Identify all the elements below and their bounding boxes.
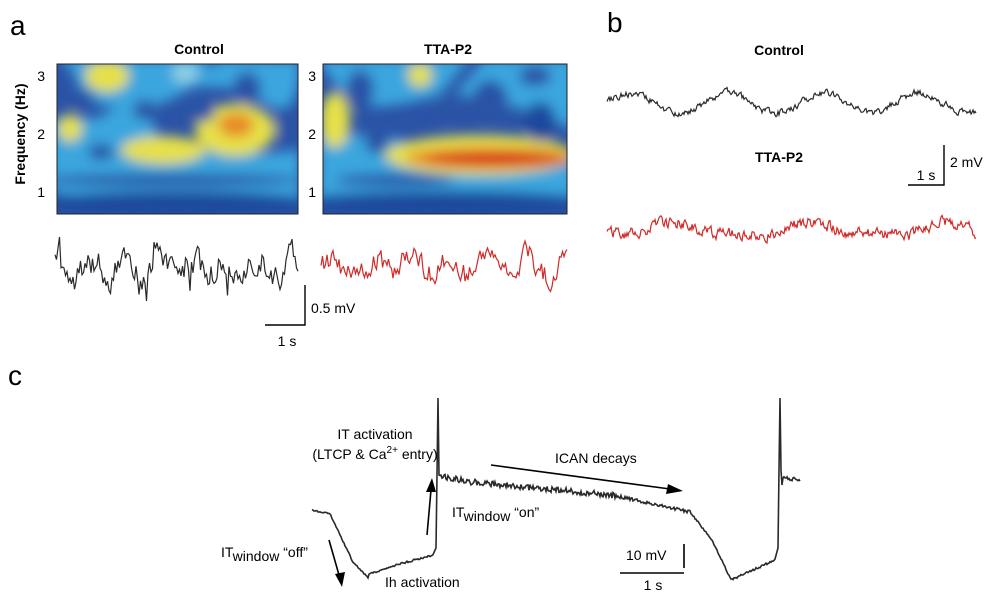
y-tick-2-left: 2: [37, 126, 45, 142]
annotation-itwindow-off-pre: IT: [221, 544, 234, 560]
arrow-ican-decays: [490, 464, 683, 494]
annotation-itwindow-on-post: “on”: [510, 504, 539, 520]
annotation-itwindow-off-sub: window: [232, 548, 281, 564]
panel-b-drug-label: TTA-P2: [755, 149, 803, 165]
annotation-itwindow-on-pre: IT: [452, 504, 465, 520]
annotation-itwindow-on-sub: window: [463, 508, 512, 524]
annotation-ican-decays: ICAN decays: [555, 450, 637, 466]
annotation-itwindow-off-post: “off”: [279, 544, 308, 560]
scalebar-a-time: 1 s: [278, 333, 297, 349]
panel-letter-b: b: [607, 7, 623, 38]
arrow-itwindow-off: [328, 539, 345, 587]
scalebar-c-voltage: 10 mV: [626, 547, 667, 563]
panel-letter-c: c: [8, 360, 22, 391]
scalebar-b-time: 1 s: [917, 167, 936, 183]
spectrogram-drug: [323, 64, 567, 214]
frequency-axis-label: Frequency (Hz): [12, 83, 28, 184]
annotation-itwindow-on: ITwindow “on”: [452, 504, 539, 524]
y-tick-2-right: 2: [308, 126, 316, 142]
scalebar-a-voltage: 0.5 mV: [311, 300, 356, 316]
annotation-ih-activation: Ih activation: [385, 574, 460, 590]
scalebar-c-time: 1 s: [644, 577, 663, 593]
scalebar-c: [620, 544, 685, 574]
scalebar-b: [908, 145, 945, 186]
annotation-ltcp-post: entry): [398, 446, 438, 462]
annotation-itwindow-off: ITwindow “off”: [221, 544, 308, 564]
scalebar-b-voltage: 2 mV: [950, 154, 983, 170]
y-tick-3-left: 3: [37, 68, 45, 84]
annotation-ltcp-ca-entry: (LTCP & Ca2+ entry): [312, 445, 437, 462]
tta-p2-eeg-trace: [320, 239, 568, 293]
intracellular-trace: [311, 397, 801, 581]
spectrogram-drug-title: TTA-P2: [424, 41, 472, 57]
panel-b-control-label: Control: [754, 42, 804, 58]
annotation-ltcp-pre: (LTCP & Ca: [312, 446, 386, 462]
arrow-it-activation: [426, 478, 436, 536]
control-eeg-trace: [54, 236, 299, 302]
y-tick-1-left: 1: [37, 184, 45, 200]
spectrogram-drug-frame: [322, 63, 568, 215]
tta-p2-membrane-trace: [606, 214, 977, 244]
spectrogram-control-title: Control: [174, 41, 224, 57]
control-membrane-trace: [606, 86, 977, 118]
y-tick-3-right: 3: [308, 68, 316, 84]
scalebar-a: [265, 285, 306, 326]
spectrogram-control-frame: [56, 63, 299, 215]
spectrogram-control: [57, 64, 298, 214]
annotation-it-activation: IT activation: [337, 426, 412, 442]
y-tick-1-right: 1: [308, 184, 316, 200]
annotation-ca-superscript: 2+: [387, 445, 399, 456]
panel-letter-a: a: [10, 10, 26, 41]
